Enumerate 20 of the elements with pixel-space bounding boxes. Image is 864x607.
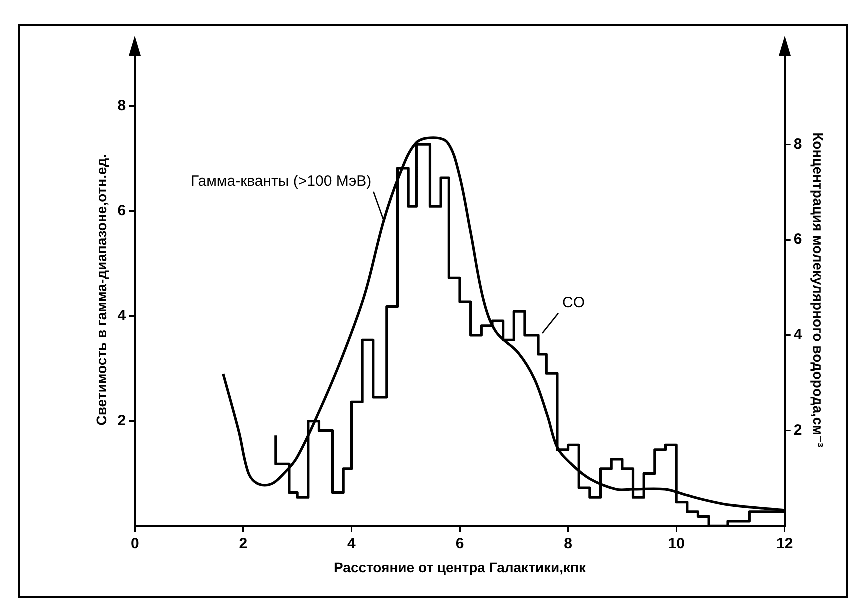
x-tick-label: 8: [564, 535, 572, 552]
x-tick-label: 6: [456, 535, 464, 552]
y-axis-title: Светимость в гамма-диапазоне,отн.ед.: [93, 154, 110, 426]
x-tick-label: 4: [348, 535, 357, 552]
y-tick-label: 4: [118, 307, 127, 324]
y2-tick-label: 8: [794, 136, 802, 153]
x-axis-title: Расстояние от центра Галактики,кпк: [334, 559, 587, 576]
y-tick-label: 2: [118, 412, 126, 430]
y2-tick-label: 6: [794, 231, 802, 248]
x-tick-label: 12: [776, 535, 794, 552]
x-tick-label: 2: [239, 535, 248, 552]
y2-tick-label: 4: [794, 326, 803, 344]
x-tick-label: 10: [668, 535, 685, 552]
y2-tick-label: 2: [794, 422, 802, 439]
y-tick-label: 6: [118, 202, 126, 220]
text: CO: [562, 294, 586, 312]
series-label: Гамма-кванты (>100 МэВ): [190, 173, 372, 190]
x-tick-label: 0: [130, 535, 140, 552]
y2-axis-title: Концентрация молекулярного водорода,см⁻³: [810, 132, 827, 448]
y-tick-label: 8: [118, 98, 126, 115]
